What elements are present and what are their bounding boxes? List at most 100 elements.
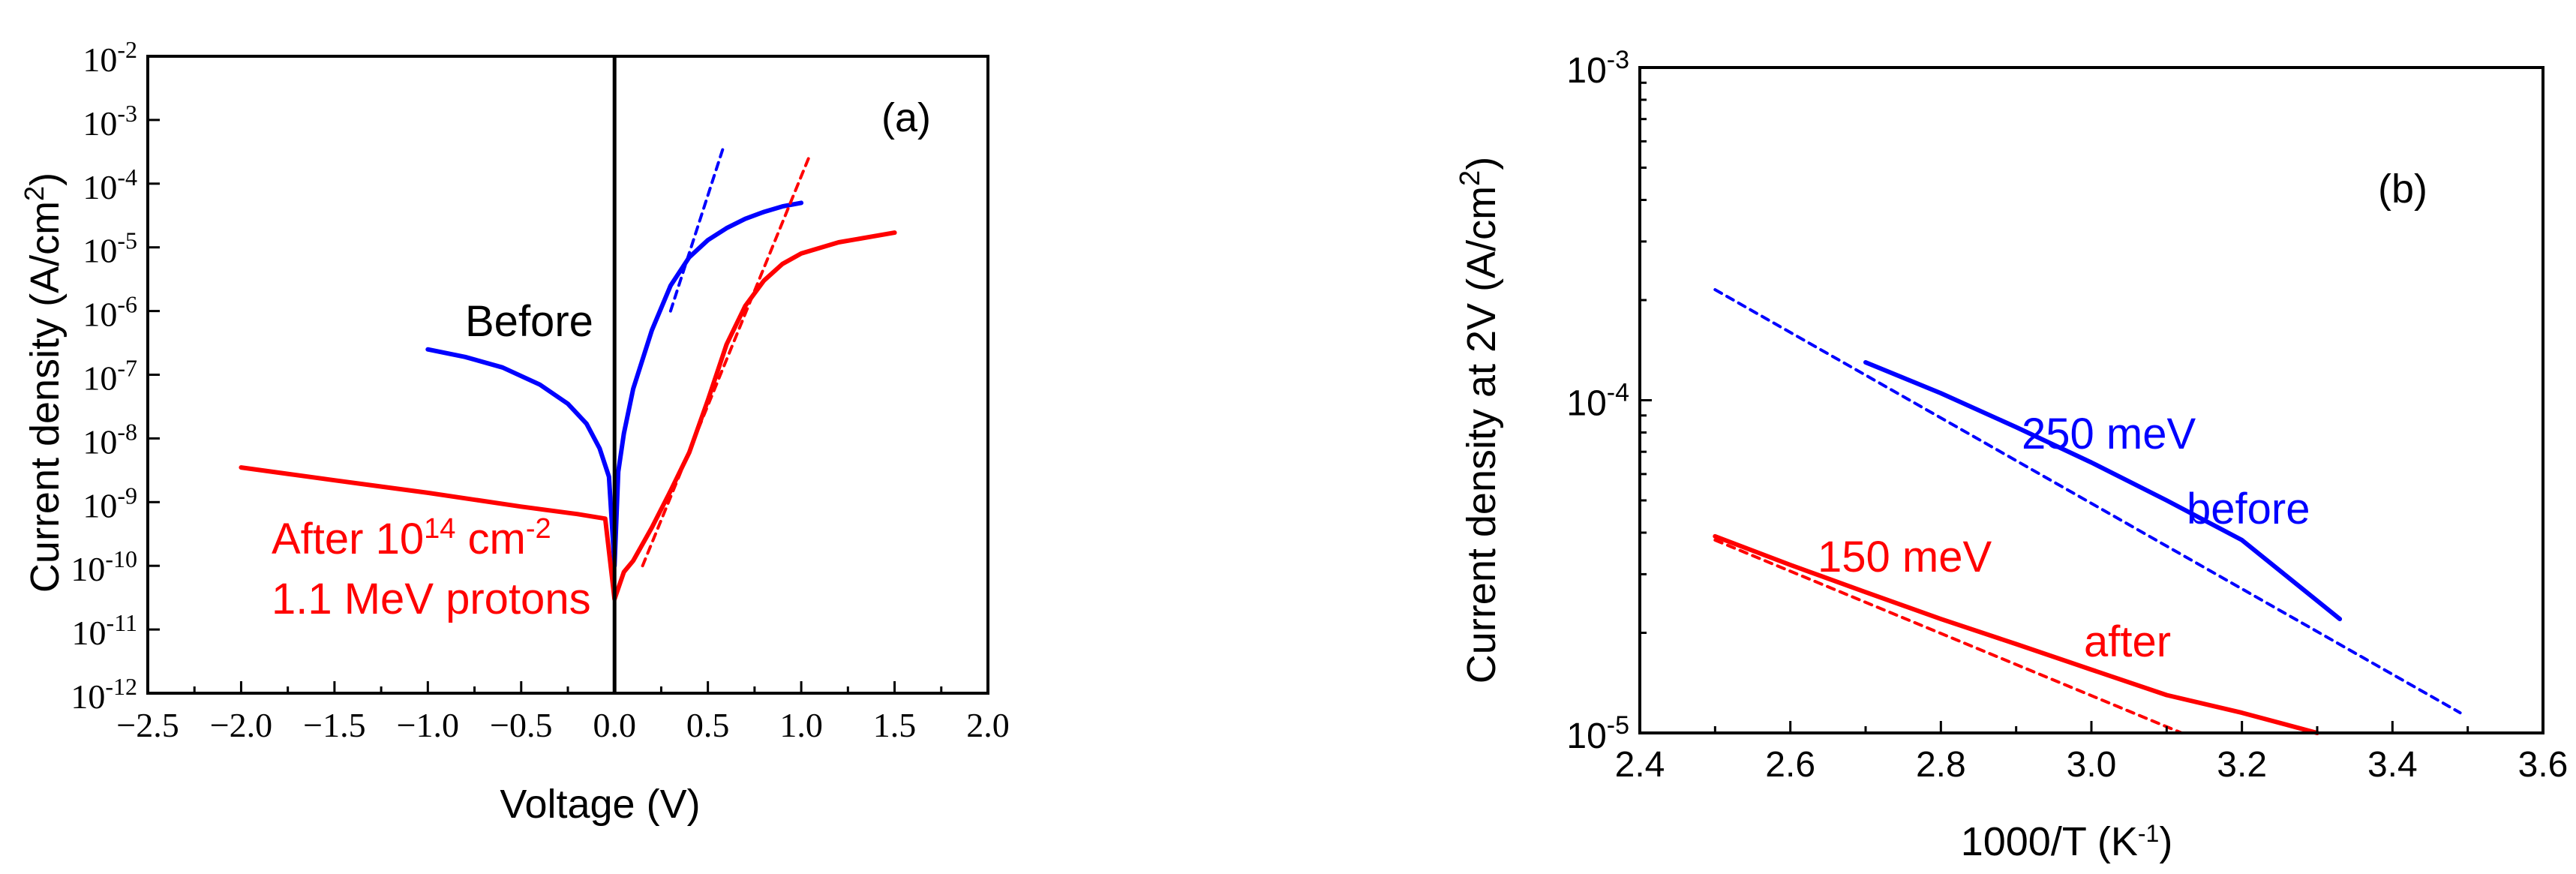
- fit-lines-group: [641, 147, 812, 568]
- x-axis-title-end: ): [2159, 819, 2172, 864]
- x-tick-label: 1.0: [779, 706, 823, 744]
- y-tick-exponent: -6: [117, 291, 137, 318]
- after-annotation-exp2: -2: [526, 513, 551, 545]
- y-tick-base: 10: [83, 104, 117, 143]
- series-after-group: [239, 230, 897, 602]
- panel-label: (a): [881, 95, 931, 140]
- fit-lines-group: [1713, 288, 2462, 734]
- y-tick-exponent: -11: [107, 609, 137, 636]
- y-axis-title-sup: 2: [1455, 170, 1486, 186]
- y-tick-base: 10: [83, 296, 117, 334]
- y-tick-base: 10: [83, 422, 117, 461]
- x-tick-label: −1.0: [397, 706, 459, 744]
- y-tick-exponent: -4: [1607, 379, 1629, 407]
- y-tick-label: 10-2: [83, 36, 137, 79]
- x-axis-title-sup: -1: [2138, 820, 2159, 847]
- before-annotation: before: [2187, 485, 2310, 533]
- after-annotation-line1: After 1014 cm-2: [272, 513, 551, 563]
- x-tick-label: 2.8: [1916, 745, 1966, 785]
- y-tick-label: 10-11: [72, 609, 137, 652]
- y-tick-exponent: -8: [117, 418, 137, 445]
- fit-line-150-mev-fit: [1713, 538, 2184, 734]
- energy-before-annotation: 250 meV: [2022, 410, 2196, 458]
- y-tick-label: 10-5: [83, 227, 137, 270]
- before-annotation: Before: [465, 297, 593, 346]
- data-line-before: [1863, 360, 2343, 622]
- y-tick-base: 10: [1566, 51, 1606, 91]
- y-tick-base: 10: [83, 168, 117, 206]
- y-ticks-group: 10-510-410-3: [1566, 46, 1652, 756]
- y-tick-base: 10: [83, 359, 117, 398]
- x-tick-label: 3.4: [2367, 745, 2418, 785]
- y-tick-label: 10-4: [1566, 379, 1629, 424]
- y-tick-label: 10-8: [83, 418, 137, 461]
- y-tick-label: 10-6: [83, 291, 137, 334]
- y-axis-title-sup: 2: [19, 186, 50, 201]
- y-tick-label: 10-10: [71, 545, 137, 588]
- panel-b: 2.4 2.6 2.8 3.0 3.2 3.4 3.6 10-510-410-3 (b) 1…: [1455, 46, 2568, 864]
- after-annotation: after: [2084, 617, 2171, 666]
- x-tick-label: 2.4: [1615, 745, 1665, 785]
- y-tick-exponent: -5: [1607, 711, 1629, 740]
- y-tick-exponent: -7: [117, 355, 137, 382]
- data-line-before: [425, 200, 804, 569]
- y-tick-base: 10: [83, 486, 117, 524]
- fit-line-250-mev-fit: [1713, 288, 2462, 715]
- y-tick-label: 10-5: [1566, 711, 1629, 756]
- y-tick-exponent: -9: [117, 482, 137, 509]
- x-tick-label: −2.0: [210, 706, 272, 744]
- y-tick-base: 10: [71, 550, 105, 588]
- x-axis-title: 1000/T (K-1): [1961, 819, 2173, 864]
- energy-after-annotation: 150 meV: [1818, 533, 1992, 581]
- x-ticks-group: 2.4 2.6 2.8 3.0 3.2 3.4 3.6: [1615, 721, 2568, 785]
- x-tick-label: −1.5: [303, 706, 365, 744]
- x-axis-title-main: 1000/T (K: [1961, 819, 2138, 864]
- after-annotation-line2: 1.1 MeV protons: [272, 575, 591, 623]
- y-axis-title-end: ): [1459, 157, 1504, 170]
- y-tick-label: 10-3: [83, 100, 137, 143]
- y-axis-title: Current density at 2V (A/cm2): [1455, 157, 1504, 683]
- y-axis-title-main: Current density (A/cm: [23, 201, 68, 593]
- x-tick-label: 2.0: [966, 706, 1010, 744]
- y-tick-exponent: -10: [105, 545, 137, 572]
- series-before-group: [1863, 360, 2343, 622]
- y-tick-exponent: -5: [117, 227, 137, 254]
- fit-line-after-fit: [641, 152, 812, 568]
- y-tick-base: 10: [71, 677, 105, 716]
- after-annotation-exp1: 14: [424, 513, 455, 545]
- series-after-group: [1713, 533, 2319, 735]
- x-axis-title: Voltage (V): [500, 782, 700, 827]
- series-before-group: [425, 200, 804, 569]
- x-tick-label: 3.2: [2217, 745, 2267, 785]
- y-tick-label: 10-9: [83, 482, 137, 524]
- y-tick-exponent: -4: [117, 164, 137, 191]
- y-tick-base: 10: [1566, 716, 1606, 756]
- x-ticks-group: −2.5 −2.0 −1.5 −1.0 −0.5 0.0 0.5 1.0 1.5 2.0: [116, 681, 1010, 744]
- x-tick-label: −2.5: [116, 706, 179, 744]
- x-tick-label: −0.5: [490, 706, 552, 744]
- y-tick-label: 10-4: [83, 164, 137, 206]
- y-tick-label: 10-12: [71, 673, 137, 716]
- y-tick-base: 10: [72, 614, 107, 652]
- panel-a: −2.5 −2.0 −1.5 −1.0 −0.5 0.0 0.5 1.0 1.5 2.0 10-1…: [19, 36, 1010, 827]
- y-axis-title-main: Current density at 2V (A/cm: [1459, 186, 1504, 683]
- x-tick-label: 0.0: [593, 706, 636, 744]
- y-tick-exponent: -12: [105, 673, 137, 700]
- x-tick-label: 1.5: [873, 706, 917, 744]
- y-ticks-group: 10-1210-1110-1010-910-810-710-610-510-41…: [71, 36, 160, 716]
- y-tick-base: 10: [83, 232, 117, 270]
- y-tick-exponent: -3: [1607, 46, 1629, 74]
- y-tick-base: 10: [1566, 384, 1606, 424]
- y-tick-label: 10-3: [1566, 46, 1629, 91]
- after-annotation-unit: cm: [455, 515, 525, 563]
- x-tick-label: 3.0: [2067, 745, 2117, 785]
- after-annotation-prefix: After 10: [272, 515, 424, 563]
- y-tick-base: 10: [83, 41, 117, 79]
- fit-line-before-fit: [668, 147, 725, 313]
- panel-label: (b): [2378, 167, 2427, 212]
- x-tick-label: 2.6: [1765, 745, 1815, 785]
- y-axis-title-end: ): [23, 173, 68, 186]
- y-tick-exponent: -2: [117, 36, 137, 63]
- x-tick-label: 3.6: [2518, 745, 2568, 785]
